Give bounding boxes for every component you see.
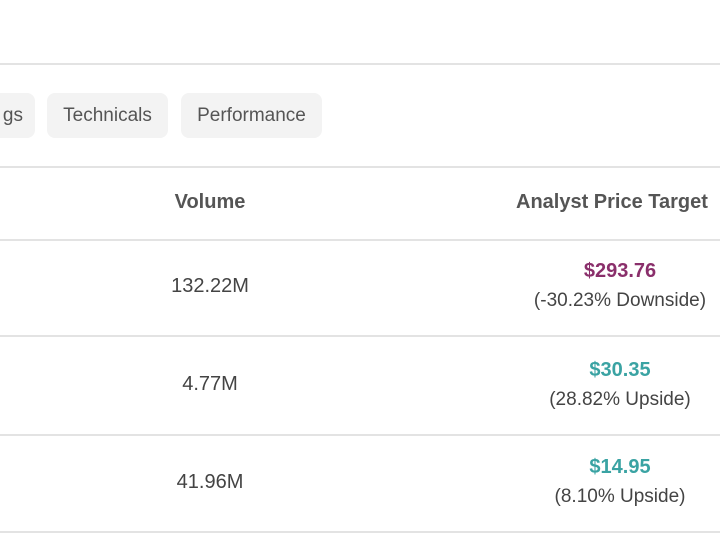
- tab-technicals-label: Technicals: [63, 105, 152, 126]
- row-2-volume: 4.77M: [182, 373, 238, 395]
- tab-performance[interactable]: Performance: [181, 93, 322, 138]
- row-3-analyst-target[interactable]: $14.95 (8.10% Upside): [470, 452, 720, 512]
- row-2-target-change: (28.82% Upside): [549, 389, 691, 410]
- column-header-analyst-price-target[interactable]: Analyst Price Target: [516, 191, 708, 213]
- row-1-target-price[interactable]: $293.76: [583, 260, 657, 282]
- divider-row-2: [0, 434, 720, 436]
- row-1-volume: 132.22M: [171, 275, 249, 297]
- tab-performance-label: Performance: [197, 105, 306, 126]
- divider-row-1: [0, 335, 720, 337]
- top-blank-area: [0, 0, 720, 63]
- row-3-volume: 41.96M: [176, 471, 244, 493]
- column-header-volume[interactable]: Volume: [174, 191, 246, 213]
- row-3-target-change: (8.10% Upside): [554, 486, 686, 507]
- divider-top: [0, 63, 720, 65]
- row-1-analyst-target[interactable]: $293.76 (-30.23% Downside): [470, 256, 720, 316]
- row-3-target-price[interactable]: $14.95: [589, 456, 651, 478]
- row-2-analyst-target[interactable]: $30.35 (28.82% Upside): [470, 355, 720, 415]
- divider-tabs: [0, 166, 720, 168]
- row-1-target-change: (-30.23% Downside): [533, 290, 707, 311]
- tab-ratings-label: gs: [2, 105, 23, 126]
- divider-header: [0, 239, 720, 241]
- tab-technicals[interactable]: Technicals: [47, 93, 168, 138]
- divider-row-3: [0, 531, 720, 533]
- row-2-target-price[interactable]: $30.35: [589, 359, 651, 381]
- tab-ratings[interactable]: gs: [0, 93, 35, 138]
